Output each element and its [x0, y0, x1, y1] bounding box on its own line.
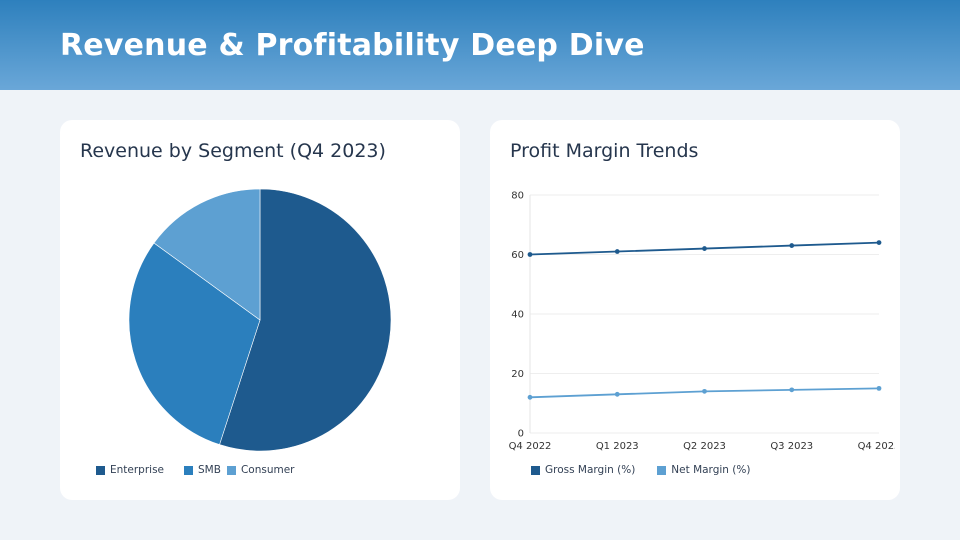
page-title: Revenue & Profitability Deep Dive	[60, 28, 645, 63]
revenue-segment-card: Revenue by Segment (Q4 2023) Enterprise …	[60, 120, 460, 500]
legend-item-smb: SMB	[184, 464, 221, 476]
line-chart-title: Profit Margin Trends	[510, 140, 699, 162]
series-1-point-4	[876, 385, 882, 391]
series-0-point-4	[876, 240, 882, 245]
legend-item-gross-margin: Gross Margin (%)	[531, 464, 635, 476]
series-0-point-0	[527, 252, 533, 257]
legend-item-net-margin: Net Margin (%)	[657, 464, 750, 476]
series-1-point-3	[789, 387, 795, 393]
legend-label-consumer: Consumer	[240, 464, 295, 476]
pie-chart-title: Revenue by Segment (Q4 2023)	[80, 140, 386, 162]
y-tick-label-60: 60	[511, 250, 524, 261]
pie-slice-smb	[128, 242, 261, 445]
pie-slice-enterprise	[219, 188, 392, 452]
legend-item-enterprise: Enterprise	[96, 464, 164, 476]
line-legend: Gross Margin (%) Net Margin (%)	[531, 464, 772, 476]
y-tick-label-40: 40	[511, 310, 524, 321]
pie-chart	[128, 188, 392, 452]
line-chart: 0 20 40 60 80 Q4 2022 Q1 2023 Q2 2023 Q3 2023 Q4 …	[509, 191, 900, 453]
legend-swatch-enterprise	[96, 465, 105, 475]
legend-swatch-gross	[531, 465, 540, 475]
series-1-point-1	[614, 391, 620, 397]
y-tick-label-20: 20	[511, 369, 524, 380]
legend-swatch-consumer	[226, 465, 236, 475]
series-1-point-0	[527, 394, 533, 400]
legend-item-consumer: Consumer	[226, 464, 295, 476]
x-tick-label-2: Q2 2023	[683, 441, 726, 452]
legend-label-enterprise: Enterprise	[110, 464, 165, 476]
pie-slice-consumer	[153, 188, 261, 321]
series-1-point-2	[702, 388, 707, 394]
x-tick-label-3: Q3 2023	[770, 441, 813, 452]
legend-label-smb: SMB	[198, 464, 221, 476]
x-tick-label-1: Q1 2023	[596, 441, 639, 452]
series-0-point-1	[614, 249, 620, 254]
y-tick-label-80: 80	[511, 191, 524, 202]
header-bar: Revenue & Profitability Deep Dive	[0, 0, 960, 90]
legend-label-gross: Gross Margin (%)	[545, 464, 636, 476]
pie-legend: Enterprise SMB Consumer	[96, 464, 301, 476]
series-0-point-2	[702, 246, 707, 251]
x-tick-label-0: Q4 2022	[509, 441, 552, 452]
series-0-point-3	[789, 243, 795, 248]
legend-swatch-smb	[184, 465, 194, 475]
legend-swatch-net	[657, 465, 667, 475]
y-tick-label-0: 0	[518, 429, 524, 440]
profit-margin-card: Profit Margin Trends 0 20 40 60 80 Q4 2022 Q1 …	[490, 120, 900, 500]
x-tick-label-4: Q4 2023	[858, 441, 900, 452]
legend-label-net: Net Margin (%)	[671, 464, 751, 476]
